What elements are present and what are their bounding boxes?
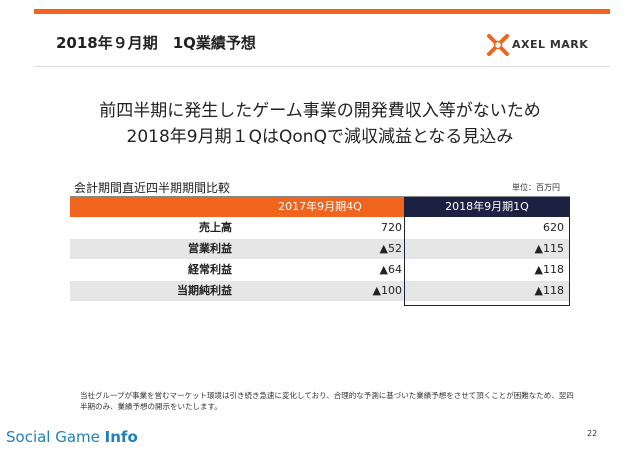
table-row: 経常利益 ▲64 ▲118 bbox=[70, 260, 570, 281]
watermark-part-2: Info bbox=[104, 428, 138, 446]
row-label: 経常利益 bbox=[188, 263, 232, 276]
axel-mark-logo: AXEL MARK bbox=[486, 33, 590, 59]
logo-text: AXEL MARK bbox=[512, 38, 589, 51]
x-mark-logo-icon bbox=[487, 34, 509, 56]
site-watermark: Social Game Info bbox=[6, 428, 138, 446]
value-curr: ▲115 bbox=[534, 242, 564, 255]
row-label: 売上高 bbox=[199, 221, 232, 234]
header-orange-band bbox=[70, 197, 404, 217]
table-section-label: 会計期間直近四半期期間比較 bbox=[74, 181, 231, 195]
slide-title: 2018年９月期 1Q業績予想 bbox=[56, 34, 256, 52]
table-row: 営業利益 ▲52 ▲115 bbox=[70, 239, 570, 260]
footnote: 当社グループが事業を営むマーケット環境は引き続き急速に変化しており、合理的な予測… bbox=[80, 391, 574, 411]
top-accent-bar bbox=[34, 9, 610, 14]
page-number: 22 bbox=[587, 429, 598, 438]
headline-line-1: 前四半期に発生したゲーム事業の開発費収入等がないため bbox=[99, 101, 541, 121]
row-label: 当期純利益 bbox=[177, 284, 232, 297]
value-prev: 720 bbox=[381, 221, 402, 234]
value-prev: ▲100 bbox=[372, 284, 402, 297]
value-prev: ▲52 bbox=[379, 242, 402, 255]
row-label: 営業利益 bbox=[188, 242, 232, 255]
unit-label: 単位：百万円 bbox=[512, 183, 560, 192]
headline-line-2: 2018年9月期１QはQonQで減収減益となる見込み bbox=[126, 127, 514, 147]
value-prev: ▲64 bbox=[379, 263, 402, 276]
table-header-row: 2017年9月期4Q 2018年9月期1Q bbox=[70, 197, 570, 218]
value-curr: ▲118 bbox=[534, 263, 564, 276]
comparison-table: 2017年9月期4Q 2018年9月期1Q 売上高 720 620 営業利益 ▲… bbox=[70, 197, 570, 302]
table-row: 当期純利益 ▲100 ▲118 bbox=[70, 281, 570, 302]
value-curr: ▲118 bbox=[534, 284, 564, 297]
column-header-curr: 2018年9月期1Q bbox=[445, 200, 529, 213]
watermark-part-1: Social Game bbox=[6, 428, 105, 446]
table-row: 売上高 720 620 bbox=[70, 218, 570, 239]
column-header-prev: 2017年9月期4Q bbox=[278, 200, 362, 213]
title-divider bbox=[34, 66, 610, 67]
section-divider bbox=[70, 196, 570, 197]
header-navy-band bbox=[404, 197, 570, 217]
value-curr: 620 bbox=[543, 221, 564, 234]
